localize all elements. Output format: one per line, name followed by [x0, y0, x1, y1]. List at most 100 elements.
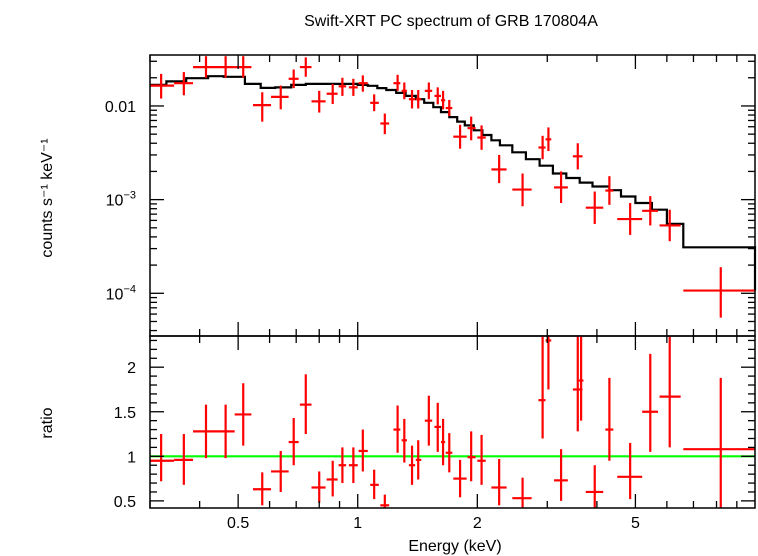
spectrum-point: [218, 56, 235, 78]
ratio-point: [408, 445, 416, 485]
y-tick-label: 1.5: [114, 405, 136, 422]
spectrum-point: [538, 135, 546, 160]
spectrum-point: [512, 173, 532, 207]
x-tick-label: 2: [473, 515, 482, 532]
ratio-y-tick-labels: 0.5 1 1.5 2: [114, 360, 136, 511]
ratio-point: [288, 417, 299, 466]
energy-x-axis-label: Energy (keV): [408, 538, 501, 555]
ratio-point: [453, 459, 467, 498]
ratio-point: [370, 469, 379, 500]
y-tick-label: 0.01: [105, 99, 136, 116]
ratio-point: [512, 477, 532, 508]
y-tick-label: 0.5: [114, 494, 136, 511]
ratio-point: [467, 431, 476, 482]
spectrum-point: [453, 124, 467, 149]
ratio-point: [585, 465, 604, 508]
spectrum-point: [545, 127, 552, 152]
y-tick-label: 10−4: [106, 283, 136, 303]
ratio-point: [193, 404, 219, 459]
spectrum-point: [234, 56, 252, 78]
spectrum-point: [193, 56, 219, 78]
spectrum-point: [326, 83, 338, 104]
ratio-point: [401, 418, 407, 463]
y-tick-label: 2: [127, 360, 136, 377]
spectrum-point: [253, 92, 272, 122]
spectrum-point: [415, 90, 422, 109]
spectrum-y-tick-labels: 0.01 10−3 10−4: [105, 99, 136, 303]
ratio-point: [299, 374, 312, 435]
spectrum-point: [271, 85, 289, 110]
ratio-point: [271, 450, 289, 492]
spectrum-point: [299, 57, 312, 77]
spectrum-point: [617, 203, 643, 235]
spectrum-point: [554, 171, 568, 204]
spectrum-point: [174, 72, 194, 96]
ratio-point: [218, 404, 235, 459]
ratio-point: [326, 460, 338, 497]
spectrum-point: [434, 87, 441, 105]
y-tick-label: 1: [127, 449, 136, 466]
spectrum-point: [683, 267, 755, 318]
ratio-point: [477, 434, 486, 485]
spectrum-panel: 0.01 10−3 10−4: [105, 54, 757, 337]
ratio-point: [605, 377, 614, 461]
spectrum-point: [477, 125, 486, 150]
spectrum-axis-ticks: [149, 55, 755, 336]
ratio-data-points: [150, 336, 755, 508]
ratio-point: [445, 433, 453, 473]
spectrum-point: [338, 77, 347, 96]
spectrum-point: [393, 74, 401, 91]
spectrum-point: [585, 191, 604, 224]
ratio-point: [491, 458, 507, 506]
spectrum-point: [401, 82, 407, 100]
spectrum-point: [358, 75, 368, 92]
spectrum-point: [348, 78, 358, 96]
ratio-axis-ticks: [149, 336, 755, 508]
spectrum-point: [440, 90, 446, 110]
ratio-point: [338, 447, 347, 484]
spectrum-data-points: [150, 56, 755, 318]
ratio-point: [617, 442, 643, 500]
ratio-point: [415, 440, 422, 480]
spectrum-point: [572, 143, 583, 170]
ratio-point: [538, 336, 546, 439]
ratio-point: [642, 353, 659, 452]
spectrum-point: [380, 113, 390, 135]
ratio-point: [253, 472, 272, 506]
model-step-curve: [150, 75, 757, 291]
spectrum-point: [445, 99, 453, 117]
ratio-point: [440, 418, 446, 466]
spectrum-point: [424, 82, 433, 100]
ratio-point: [358, 429, 368, 472]
spectrum-point: [605, 176, 614, 205]
spectrum-y-axis-label: counts s⁻¹ keV⁻¹: [39, 138, 56, 257]
ratio-y-axis-label: ratio: [39, 407, 56, 438]
spectrum-point: [288, 69, 299, 89]
ratio-point: [380, 494, 390, 508]
energy-x-tick-labels: 0.5 1 2 5: [227, 515, 640, 532]
ratio-panel: 0.5 1 1.5 2 0.5 1 2 5: [114, 335, 756, 532]
spectrum-point: [311, 90, 326, 113]
spectrum-panel-frame: [149, 54, 756, 337]
ratio-point: [434, 402, 441, 452]
x-tick-label: 1: [353, 515, 362, 532]
ratio-point: [659, 336, 681, 448]
spectrum-point: [491, 154, 507, 184]
spectrum-point: [408, 90, 416, 109]
ratio-point: [424, 395, 433, 446]
ratio-point: [174, 434, 194, 485]
spectrum-point: [659, 209, 681, 242]
ratio-point: [554, 449, 568, 501]
spectrum-point: [642, 196, 659, 226]
y-tick-label: 10−3: [106, 190, 136, 210]
ratio-point: [545, 336, 552, 390]
ratio-panel-frame: [149, 335, 756, 509]
ratio-point: [578, 336, 584, 421]
model-step-line: [150, 75, 757, 291]
ratio-point: [150, 434, 175, 482]
ratio-point: [311, 471, 326, 503]
ratio-point: [393, 405, 401, 453]
x-tick-label: 5: [631, 515, 640, 532]
ratio-point: [683, 377, 755, 508]
